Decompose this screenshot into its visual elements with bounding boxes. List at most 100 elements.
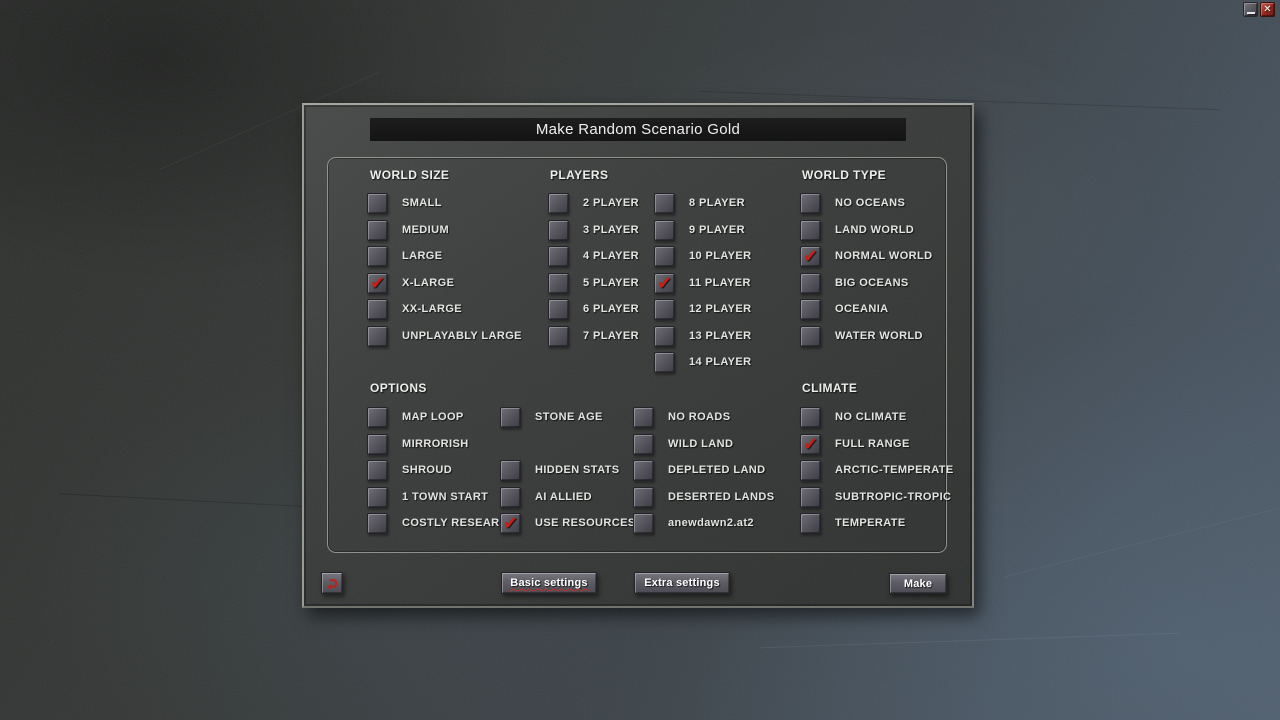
close-button[interactable]: ✕ [1260, 2, 1275, 17]
checkbox-row: MEDIUM [367, 219, 522, 247]
checkbox[interactable]: ✔ [800, 433, 821, 455]
checkbox[interactable] [633, 486, 654, 508]
checkbox[interactable] [548, 299, 569, 320]
checkbox-row: DESERTED LANDS [633, 486, 775, 514]
checkbox[interactable] [548, 325, 569, 347]
extra-settings-button[interactable]: Extra settings [634, 572, 730, 594]
checkbox[interactable] [367, 460, 388, 481]
checkbox-row: UNPLAYABLY LARGE [367, 325, 522, 353]
checkbox[interactable] [367, 299, 388, 320]
checkbox[interactable] [548, 193, 569, 214]
checkbox[interactable] [548, 272, 569, 294]
checkbox[interactable] [367, 407, 388, 428]
basic-settings-button[interactable]: Basic settings [501, 572, 597, 594]
checkbox[interactable] [800, 460, 821, 481]
checkbox[interactable] [367, 433, 388, 455]
checkbox[interactable] [654, 246, 675, 267]
checkbox-row: WATER WORLD [800, 325, 932, 353]
checkbox[interactable] [654, 352, 675, 373]
make-button[interactable]: Make [889, 573, 947, 594]
back-button[interactable] [321, 572, 343, 594]
checkbox-label: 12 PLAYER [689, 303, 752, 315]
checkbox-row: 7 PLAYER [548, 325, 639, 353]
checkbox[interactable] [367, 513, 388, 534]
checkbox-row: MAP LOOP [367, 407, 516, 434]
checkbox-row: 8 PLAYER [654, 193, 752, 220]
checkbox-label: BIG OCEANS [835, 276, 909, 289]
checkbox-label: MEDIUM [402, 223, 450, 236]
checkbox[interactable] [800, 272, 821, 294]
checkbox[interactable] [548, 219, 569, 241]
checkbox[interactable] [800, 486, 821, 508]
checkbox[interactable] [800, 193, 821, 214]
checkbox-label: ARCTIC-TEMPERATE [835, 464, 954, 476]
checkbox-label: STONE AGE [535, 411, 603, 423]
checkbox[interactable] [800, 407, 821, 428]
checkbox-label: NO CLIMATE [835, 411, 907, 423]
checkbox-label: DEPLETED LAND [668, 464, 766, 476]
checkbox[interactable] [367, 193, 388, 214]
checkbox[interactable] [800, 513, 821, 534]
minimize-icon [1246, 12, 1255, 14]
checkbox-row: 13 PLAYER [654, 325, 752, 353]
checkbox[interactable] [800, 219, 821, 241]
checkbox[interactable] [654, 325, 675, 347]
checkbox[interactable] [367, 486, 388, 508]
checkbox-label: NO ROADS [668, 411, 731, 423]
checkbox-row: WILD LAND [633, 433, 774, 461]
checkbox-label: 4 PLAYER [583, 250, 639, 262]
checkbox[interactable] [800, 299, 821, 320]
checkbox-label: USE RESOURCES [535, 517, 636, 529]
checkbox-row: ✔ USE RESOURCES [500, 513, 636, 540]
checkbox[interactable] [654, 193, 675, 214]
checkbox-row: XX-LARGE [367, 299, 522, 326]
checkbox[interactable] [633, 460, 654, 481]
section-header-climate: CLIMATE [802, 381, 858, 395]
minimize-button[interactable] [1243, 2, 1258, 17]
checkbox[interactable] [367, 325, 388, 347]
checkbox-label: 8 PLAYER [689, 197, 745, 209]
checkbox-row: 5 PLAYER [548, 272, 639, 300]
checkbox-row: SHROUD [367, 460, 516, 487]
checkbox[interactable] [633, 513, 654, 534]
checkbox-label: SUBTROPIC-TROPIC [835, 490, 952, 503]
checkbox-label: 3 PLAYER [583, 223, 639, 236]
checkbox[interactable]: ✔ [500, 513, 521, 534]
checkbox-label: MIRRORISH [402, 437, 469, 450]
checkbox[interactable] [500, 407, 521, 428]
checkbox-row: ✔ FULL RANGE [800, 433, 954, 461]
make-label: Make [903, 577, 933, 590]
checkbox-label: X-LARGE [402, 276, 455, 289]
checkbox[interactable]: ✔ [654, 272, 675, 294]
basic-settings-label: Basic settings [510, 577, 588, 589]
checkbox[interactable] [654, 299, 675, 320]
checkbox[interactable] [367, 219, 388, 241]
checkbox-label: XX-LARGE [402, 303, 463, 315]
checkbox-row: STONE AGE [500, 407, 636, 434]
settings-panel [327, 157, 947, 553]
checkbox[interactable] [654, 219, 675, 241]
checkbox-row: ✔ X-LARGE [367, 272, 522, 300]
checkbox[interactable] [500, 460, 521, 481]
checkbox-label: WILD LAND [668, 437, 734, 450]
checkbox[interactable]: ✔ [800, 246, 821, 267]
checkbox-label: HIDDEN STATS [535, 464, 620, 476]
checkbox-row: 2 PLAYER [548, 193, 639, 220]
checkbox[interactable] [548, 246, 569, 267]
checkbox[interactable]: ✔ [367, 272, 388, 294]
section-header-world-type: WORLD TYPE [802, 168, 886, 182]
checkbox-row: LAND WORLD [800, 219, 932, 247]
checkbox[interactable] [500, 486, 521, 508]
checkbox-row: MIRRORISH [367, 433, 516, 461]
checkbox[interactable] [367, 246, 388, 267]
checkbox-label: DESERTED LANDS [668, 490, 775, 503]
checkbox-row: 9 PLAYER [654, 219, 752, 247]
checkbox[interactable] [633, 407, 654, 428]
checkbox[interactable] [633, 433, 654, 455]
section-header-world-size: WORLD SIZE [370, 168, 450, 182]
checkbox[interactable] [800, 325, 821, 347]
scratch-line [1004, 503, 1280, 578]
options-column-1: MAP LOOP MIRRORISH SHROUD 1 TOWN START C… [367, 407, 516, 540]
checkbox-row [500, 434, 636, 461]
